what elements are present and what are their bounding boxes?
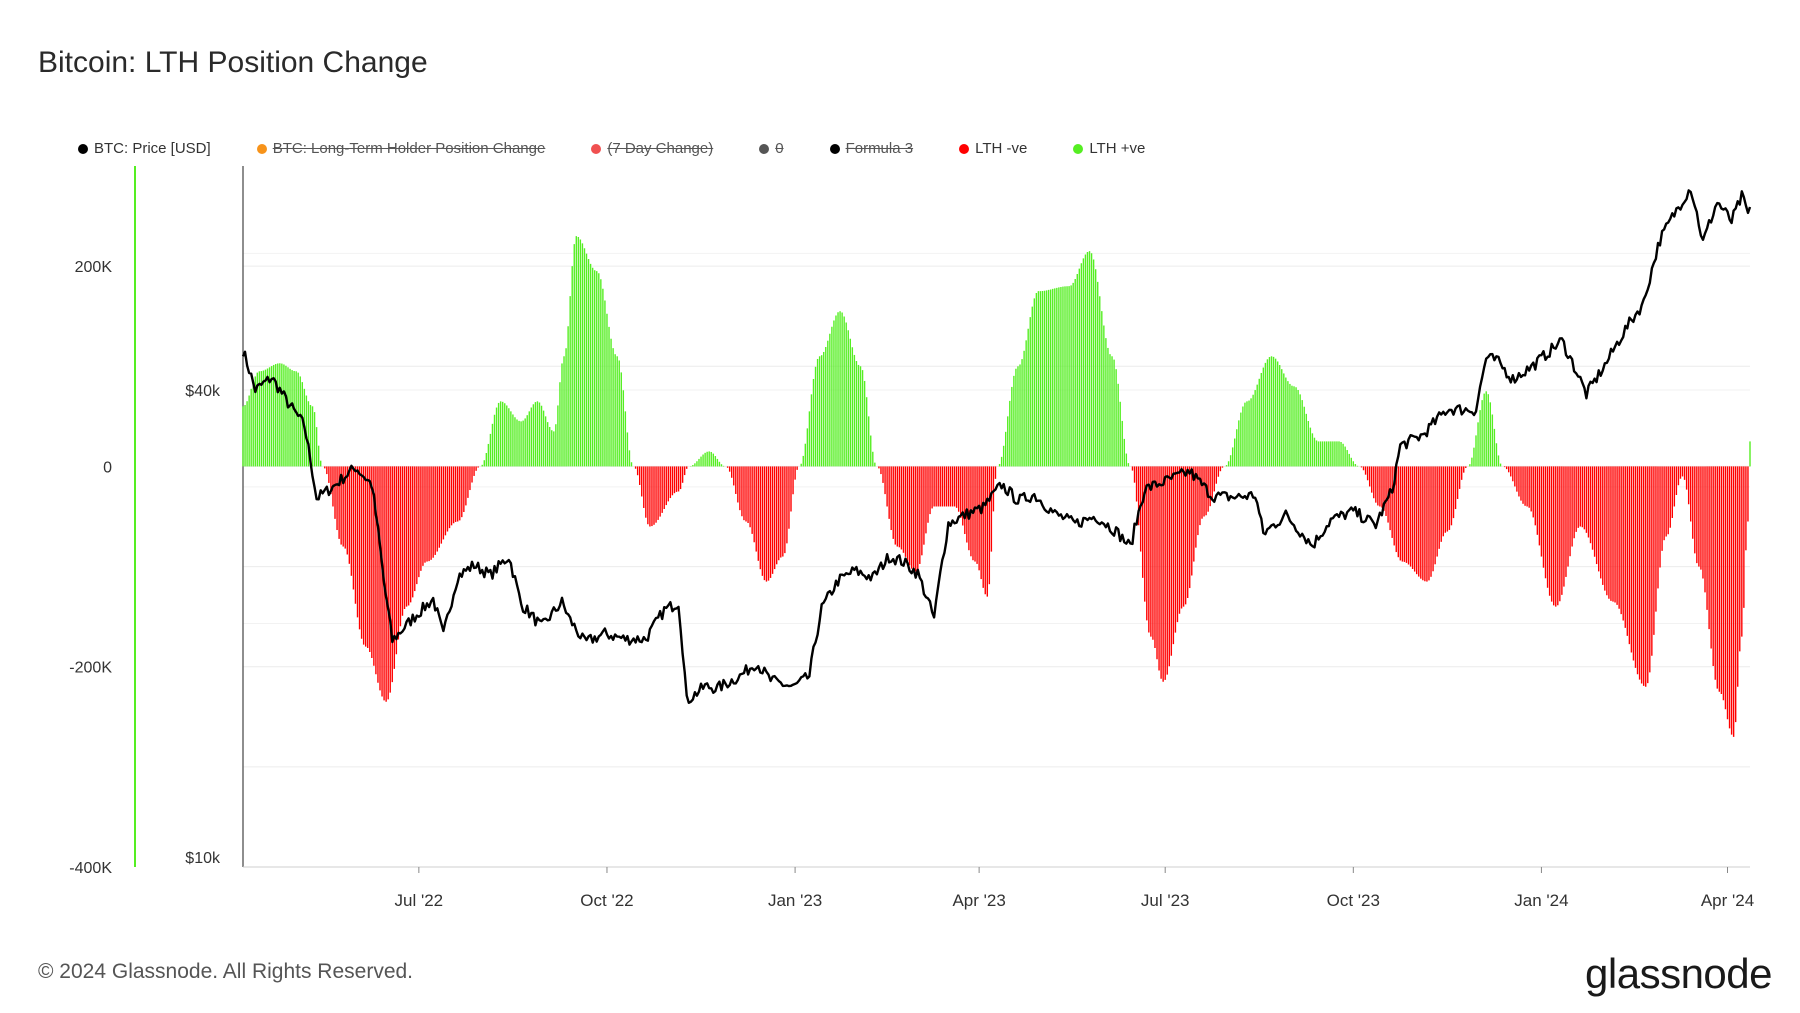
legend-label: LTH -ve bbox=[975, 140, 1028, 157]
x-axis-tick-label: Oct '23 bbox=[1327, 891, 1380, 910]
left-axis-tick-label: -200K bbox=[69, 660, 112, 677]
legend-label: BTC: Long-Term Holder Position Change bbox=[272, 140, 546, 157]
legend-item[interactable]: BTC: Price [USD] bbox=[78, 140, 211, 157]
legend-dot-icon bbox=[959, 143, 970, 154]
x-axis-tick-label: Jan '23 bbox=[768, 891, 822, 910]
legend-dot-icon bbox=[591, 143, 602, 154]
brand-logo: glassnode bbox=[1585, 950, 1772, 997]
legend-dot-icon bbox=[829, 143, 840, 154]
left-axis-tick-label: 200K bbox=[75, 259, 113, 276]
legend-item[interactable]: (7 Day Change) bbox=[591, 140, 713, 157]
price-axis-tick-label: $10k bbox=[185, 850, 221, 867]
legend-label: Formula 3 bbox=[845, 140, 914, 157]
x-axis-tick-label: Apr '23 bbox=[952, 891, 1005, 910]
chart-title: Bitcoin: LTH Position Change bbox=[38, 46, 428, 79]
x-axis-tick-label: Jul '23 bbox=[1141, 891, 1190, 910]
legend-dot-icon bbox=[256, 143, 267, 154]
legend-dot-icon bbox=[78, 143, 88, 154]
legend-item[interactable]: LTH +ve bbox=[1073, 140, 1145, 157]
legend-label: (7 Day Change) bbox=[607, 140, 714, 157]
copyright-footer: © 2024 Glassnode. All Rights Reserved. bbox=[38, 960, 414, 983]
legend-label: LTH +ve bbox=[1089, 140, 1146, 157]
left-axis-tick-label: -400K bbox=[69, 860, 112, 877]
legend-item[interactable]: Formula 3 bbox=[829, 140, 914, 157]
legend-dot-icon bbox=[759, 143, 770, 154]
legend-item[interactable]: 0 bbox=[759, 140, 784, 157]
legend: BTC: Price [USD] BTC: Long-Term Holder Po… bbox=[78, 140, 1191, 157]
x-axis-tick-label: Oct '22 bbox=[580, 891, 633, 910]
legend-item[interactable]: BTC: Long-Term Holder Position Change bbox=[256, 140, 546, 157]
left-axis-tick-label: 0 bbox=[103, 459, 112, 476]
btc-price-line bbox=[241, 189, 1752, 704]
price-axis-tick-label: $40k bbox=[185, 383, 221, 400]
legend-dot-icon bbox=[1073, 143, 1084, 154]
legend-item[interactable]: LTH -ve bbox=[959, 140, 1027, 157]
x-axis-tick-label: Jul '22 bbox=[395, 891, 444, 910]
legend-label: 0 bbox=[775, 140, 784, 157]
x-axis-tick-label: Apr '24 bbox=[1701, 891, 1754, 910]
x-axis-tick-label: Jan '24 bbox=[1514, 891, 1568, 910]
legend-label: BTC: Price [USD] bbox=[94, 140, 211, 157]
